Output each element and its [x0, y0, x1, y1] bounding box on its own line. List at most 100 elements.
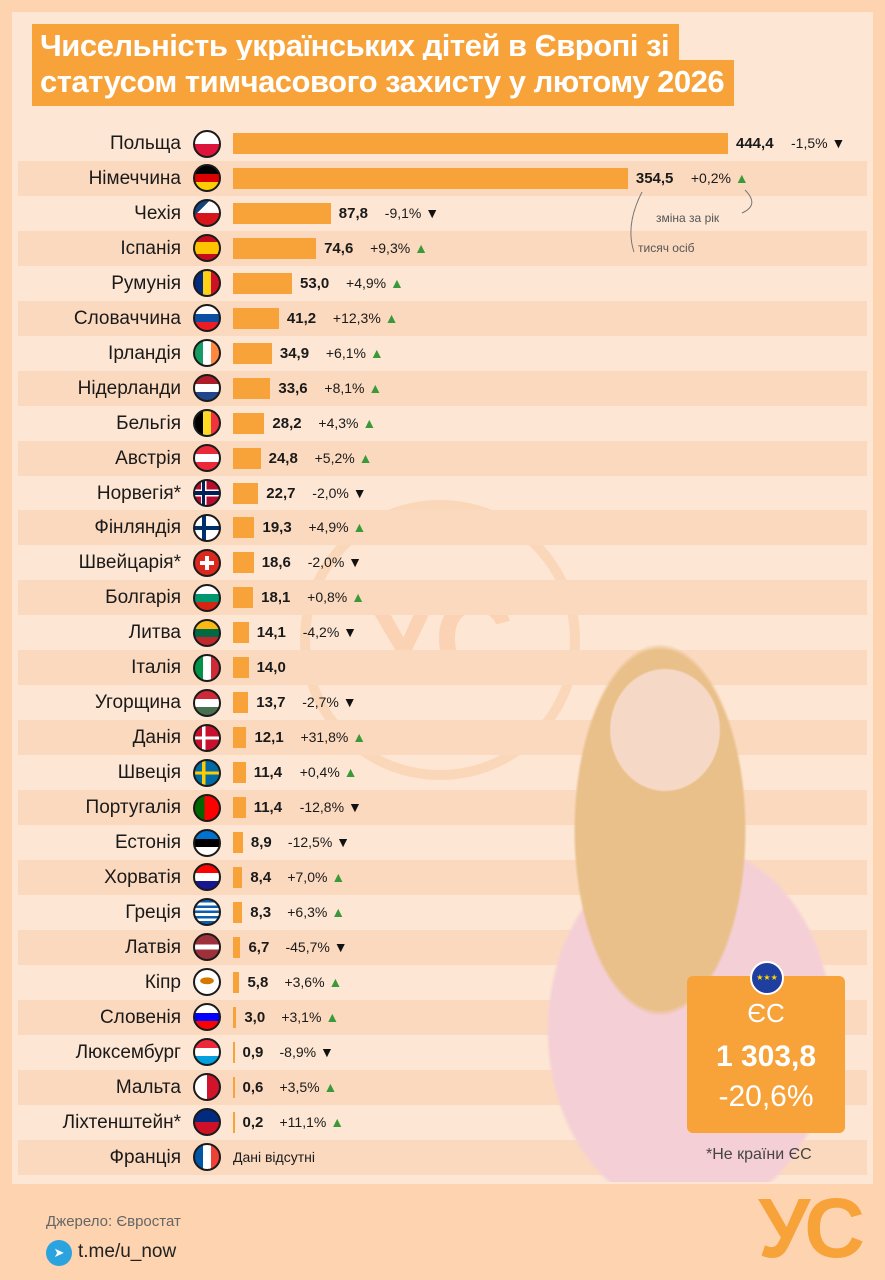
change-text: +12,3%: [332, 309, 385, 326]
no-data-label: Дані відсутні: [233, 1148, 315, 1165]
telegram-icon[interactable]: ➤: [46, 1240, 72, 1266]
value-label: 14,1: [256, 624, 286, 642]
change-text: +3,6%: [284, 973, 329, 990]
change-text: +5,2%: [314, 449, 359, 466]
arrow-down-icon: ▼: [425, 204, 440, 221]
change-label: +7,0% ▲: [287, 860, 345, 895]
value-label: 53,0: [300, 274, 330, 292]
country-label: Швейцарія*: [78, 552, 181, 574]
change-label: -12,5% ▼: [288, 825, 350, 860]
cyprus-flag-icon: [193, 968, 221, 997]
value-label: 24,8: [268, 449, 298, 467]
value-label: 12,1: [254, 729, 284, 747]
change-label: +6,3% ▲: [287, 895, 345, 930]
arrow-down-icon: ▼: [831, 135, 846, 151]
spain-flag-icon: [193, 234, 221, 263]
change-text: +11,1%: [279, 1113, 331, 1130]
eu-total: 1 303,8: [715, 1040, 817, 1073]
bar: [233, 901, 243, 923]
change-text: +0,2%: [690, 169, 735, 186]
country-label: Мальта: [115, 1076, 181, 1098]
value-label: 354,5: [635, 169, 674, 187]
change-text: -4,2%: [302, 624, 344, 641]
source-text: Джерело: Євростат: [46, 1213, 181, 1230]
arrow-up-icon: ▲: [325, 1008, 340, 1025]
change-text: +0,8%: [307, 589, 352, 606]
croatia-flag-icon: [193, 863, 221, 892]
bar: [233, 1006, 237, 1028]
arrow-up-icon: ▲: [352, 519, 367, 536]
malta-flag-icon: [193, 1073, 221, 1102]
bar: [233, 971, 240, 993]
change-label: +9,3% ▲: [370, 231, 428, 266]
arrow-up-icon: ▲: [368, 379, 383, 396]
change-label: -4,2% ▼: [303, 615, 357, 650]
country-label: Бельгія: [116, 412, 181, 434]
change-label: -8,9% ▼: [280, 1035, 334, 1070]
change-text: +31,8%: [300, 729, 353, 746]
bar: [233, 517, 255, 539]
change-label: -2,0% ▼: [312, 476, 366, 511]
change-text: +7,0%: [287, 868, 332, 885]
value-label: 8,4: [250, 868, 272, 886]
value-label: 22,7: [266, 484, 296, 502]
country-label: Італія: [131, 657, 181, 679]
bar: [233, 447, 261, 469]
value-label: 0,2: [242, 1113, 264, 1131]
arrow-up-icon: ▲: [343, 764, 358, 781]
change-label: +4,9% ▲: [346, 266, 404, 301]
change-text: -9,1%: [384, 204, 426, 221]
change-label: +3,5% ▲: [280, 1070, 338, 1105]
change-label: -1,5% ▼: [791, 126, 845, 161]
change-label: -9,1% ▼: [385, 196, 439, 231]
bar: [233, 1076, 235, 1098]
bar: [233, 167, 628, 189]
bar: [233, 1111, 235, 1133]
country-label: Кіпр: [144, 971, 181, 993]
arrow-up-icon: ▲: [362, 414, 377, 431]
value-label: 18,1: [261, 589, 291, 607]
germany-flag-icon: [193, 164, 221, 193]
arrow-down-icon: ▼: [343, 624, 358, 641]
telegram-link[interactable]: t.me/u_now: [78, 1241, 177, 1262]
country-label: Болгарія: [105, 587, 181, 609]
country-label: Португалія: [85, 797, 181, 819]
liechtenstein-flag-icon: [193, 1108, 221, 1137]
country-label: Данія: [132, 727, 181, 749]
ireland-flag-icon: [193, 339, 221, 368]
bar: [233, 342, 272, 364]
arrow-up-icon: ▲: [384, 309, 399, 326]
arrow-down-icon: ▼: [342, 694, 357, 711]
country-label: Греція: [125, 901, 181, 923]
country-label: Литва: [128, 622, 181, 644]
change-label: +6,1% ▲: [326, 336, 384, 371]
finland-flag-icon: [193, 513, 221, 542]
change-text: -45,7%: [285, 938, 334, 955]
arrow-up-icon: ▲: [414, 239, 428, 256]
bar: [233, 412, 265, 434]
bar: [233, 797, 246, 819]
footnote: *Не країни ЄС: [706, 1146, 812, 1163]
value-label: 11,4: [253, 799, 283, 817]
bar: [233, 866, 243, 888]
change-label: -45,7% ▼: [285, 930, 347, 965]
change-text: +4,9%: [308, 519, 353, 536]
change-text: -2,7%: [302, 694, 343, 711]
title-line-2: статусом тимчасового захисту у лютому 20…: [32, 60, 735, 106]
value-label: 74,6: [324, 239, 354, 257]
value-label: 13,7: [256, 694, 286, 712]
arrow-up-icon: ▲: [328, 973, 343, 990]
change-label: +5,2% ▲: [315, 441, 373, 476]
poland-flag-icon: [193, 129, 221, 158]
country-label: Швеція: [117, 762, 181, 784]
brand-logo: УС: [758, 1181, 865, 1275]
change-label: -2,0% ▼: [308, 545, 362, 580]
row-stripe: [18, 440, 867, 476]
italy-flag-icon: [193, 653, 221, 682]
value-label: 5,8: [247, 973, 269, 991]
bar: [233, 272, 293, 294]
arrow-up-icon: ▲: [369, 344, 384, 361]
hungary-flag-icon: [193, 688, 221, 717]
change-text: -1,5%: [791, 135, 832, 151]
norway-flag-icon: [193, 479, 221, 507]
